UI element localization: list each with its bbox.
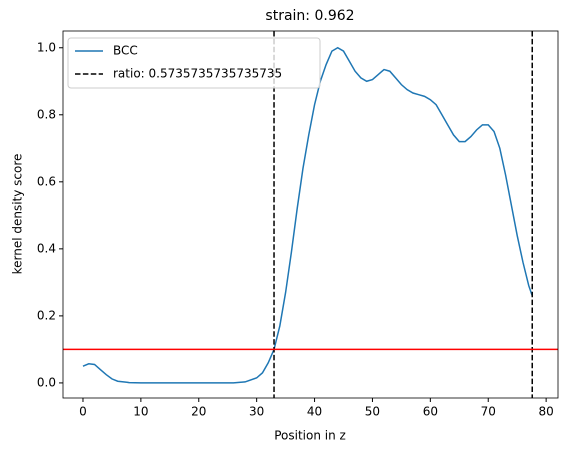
y-tick-label: 0.2 bbox=[37, 308, 56, 322]
x-tick-label: 70 bbox=[481, 405, 496, 419]
x-tick-label: 30 bbox=[249, 405, 264, 419]
chart-title: strain: 0.962 bbox=[265, 8, 354, 24]
y-axis-label: kernel density score bbox=[11, 154, 25, 275]
x-tick-label: 20 bbox=[191, 405, 206, 419]
y-tick-label: 0.4 bbox=[37, 241, 56, 255]
x-tick-label: 10 bbox=[133, 405, 148, 419]
y-tick-label: 0.8 bbox=[37, 107, 56, 121]
y-tick-label: 0.0 bbox=[37, 375, 56, 389]
y-tick-label: 1.0 bbox=[37, 40, 56, 54]
legend-box bbox=[67, 37, 321, 89]
x-tick-label: 60 bbox=[423, 405, 438, 419]
x-tick-label: 80 bbox=[538, 405, 553, 419]
x-tick-label: 50 bbox=[365, 405, 380, 419]
x-axis-label: Position in z bbox=[274, 429, 346, 443]
legend-label: BCC bbox=[113, 44, 138, 58]
x-tick-label: 0 bbox=[79, 405, 87, 419]
axes-frame bbox=[62, 30, 559, 399]
line-series bbox=[82, 46, 533, 384]
x-tick-label: 40 bbox=[307, 405, 322, 419]
legend-label: ratio: 0.5735735735735735 bbox=[113, 67, 282, 81]
y-tick-label: 0.6 bbox=[37, 174, 56, 188]
